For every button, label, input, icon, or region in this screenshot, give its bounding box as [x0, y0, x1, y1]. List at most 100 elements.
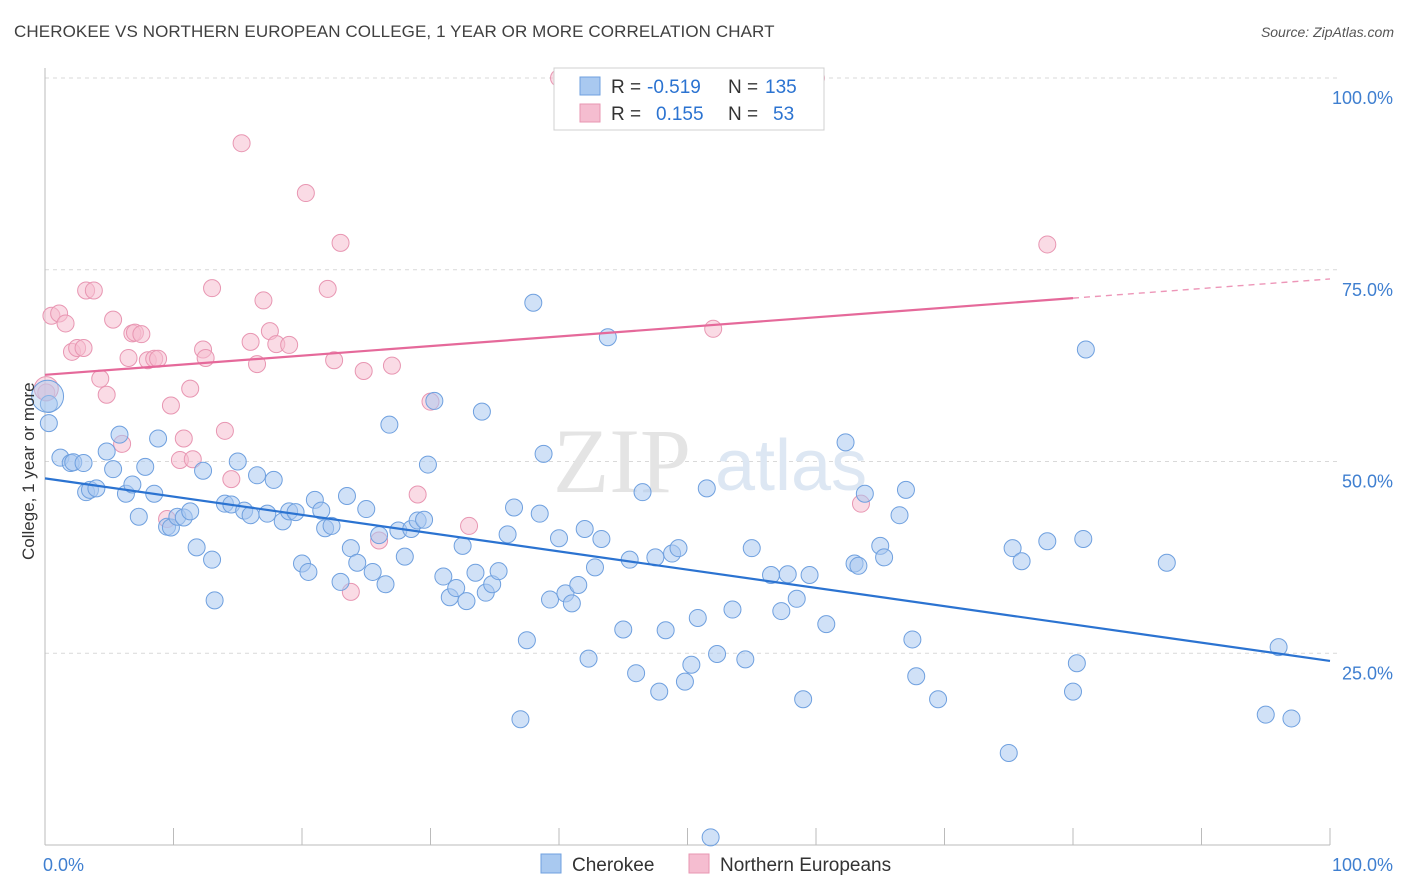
- cherokee-point: [903, 630, 922, 649]
- cherokee-point: [418, 455, 437, 474]
- cherokee-point: [836, 433, 855, 452]
- cherokee-point: [530, 504, 549, 523]
- cherokee-point: [575, 519, 594, 538]
- northern-europeans-point: [97, 385, 116, 404]
- y-tick-label: 50.0%: [1342, 472, 1393, 492]
- cherokee-point: [656, 621, 675, 640]
- cherokee-point: [181, 502, 200, 521]
- bottom-legend-label-northern-europeans: Northern Europeans: [720, 855, 891, 876]
- cherokee-point: [650, 682, 669, 701]
- legend-n-label: N =: [728, 77, 758, 98]
- cherokee-point: [248, 466, 267, 485]
- cherokee-points: [31, 293, 1301, 847]
- cherokee-point: [541, 590, 560, 609]
- cherokee-point: [299, 562, 318, 581]
- cherokee-point: [534, 444, 553, 463]
- cherokee-point: [1269, 638, 1288, 657]
- cherokee-point: [129, 507, 148, 526]
- cherokee-trend-line: [44, 477, 1331, 663]
- cherokee-point: [453, 536, 472, 555]
- northern-europeans-point: [222, 470, 241, 489]
- cherokee-point: [312, 501, 331, 520]
- cherokee-point: [550, 529, 568, 548]
- northern-europeans-point: [91, 369, 110, 388]
- cherokee-point: [505, 498, 524, 517]
- northern-europeans-point: [318, 279, 337, 298]
- cherokee-point: [794, 690, 813, 709]
- cherokee-point: [258, 504, 277, 523]
- cherokee-point: [434, 567, 453, 586]
- cherokee-point: [457, 592, 476, 611]
- northern-europeans-point: [296, 184, 315, 203]
- legend-r-label: R =: [611, 77, 641, 98]
- y-tick-label: 25.0%: [1342, 663, 1393, 683]
- cherokee-point: [787, 589, 806, 608]
- northern-europeans-point: [325, 351, 344, 370]
- y-axis-label: College, 1 year or more: [19, 382, 38, 560]
- bottom-legend-swatch-northern-europeans: [688, 853, 710, 874]
- cherokee-point: [376, 575, 395, 594]
- cherokee-point: [633, 483, 652, 502]
- x-tick-label: 0.0%: [43, 855, 84, 875]
- cherokee-point: [203, 550, 222, 569]
- cherokee-point: [688, 608, 707, 627]
- cherokee-point: [466, 563, 485, 582]
- cherokee-point: [855, 484, 874, 503]
- cherokee-point: [517, 631, 536, 650]
- cherokee-point: [331, 572, 350, 591]
- y-tick-label: 75.0%: [1342, 280, 1393, 300]
- northern-europeans-point: [254, 291, 273, 310]
- cherokee-point: [723, 600, 742, 619]
- cherokee-point: [39, 414, 58, 433]
- northern-europeans-point: [183, 450, 202, 469]
- cherokee-point: [187, 538, 206, 557]
- cherokee-point: [228, 452, 247, 471]
- northern-europeans-point: [331, 233, 350, 252]
- northern-europeans-point: [232, 134, 251, 153]
- cherokee-point: [87, 479, 106, 498]
- cherokee-point: [849, 556, 868, 575]
- cherokee-point: [592, 529, 611, 548]
- chart-title: CHEROKEE VS NORTHERN EUROPEAN COLLEGE, 1…: [14, 22, 775, 41]
- y-tick-labels: 100.0% 75.0% 50.0% 25.0%: [1332, 88, 1393, 683]
- bottom-legend-swatch-cherokee: [540, 853, 562, 874]
- northern-europeans-trend-extension: [1072, 278, 1331, 299]
- northern-europeans-point: [704, 319, 723, 338]
- northern-europeans-point: [161, 396, 180, 415]
- bottom-legend-label-cherokee: Cherokee: [572, 855, 654, 876]
- cherokee-point: [736, 650, 755, 669]
- cherokee-point: [1157, 553, 1176, 572]
- northern-europeans-point: [241, 332, 260, 351]
- northern-europeans-point: [119, 348, 138, 367]
- cherokee-point: [110, 425, 129, 444]
- northern-europeans-point: [1038, 235, 1057, 254]
- cherokee-point: [357, 500, 376, 519]
- legend-r-value-northern-europeans: 0.155: [656, 104, 704, 125]
- legend: R = -0.519 N = 135 R = 0.155 N = 53: [553, 67, 825, 131]
- legend-swatch-cherokee: [579, 76, 601, 96]
- trend-lines: [44, 278, 1331, 663]
- cherokee-point: [701, 828, 720, 847]
- cherokee-point: [363, 562, 382, 581]
- northern-europeans-point: [382, 356, 401, 375]
- cherokee-point: [489, 562, 508, 581]
- cherokee-point: [1256, 705, 1275, 724]
- cherokee-point: [1012, 552, 1031, 571]
- cherokee-point: [697, 479, 716, 498]
- legend-n-label: N =: [728, 104, 758, 125]
- cherokee-point: [395, 547, 414, 566]
- cherokee-point: [614, 620, 633, 639]
- cherokee-point: [136, 457, 155, 476]
- watermark-zip: ZIP: [553, 410, 691, 512]
- northern-europeans-point: [354, 361, 373, 380]
- cherokee-point: [123, 475, 142, 494]
- cherokee-point: [778, 565, 797, 584]
- cherokee-point: [205, 591, 224, 610]
- x-tick-labels: 0.0% 100.0%: [43, 855, 1393, 875]
- legend-row-cherokee: R = -0.519 N = 135: [579, 76, 797, 98]
- cherokee-point: [1282, 709, 1301, 728]
- northern-europeans-point: [84, 281, 103, 300]
- cherokee-point: [498, 525, 517, 544]
- northern-europeans-point: [215, 421, 234, 440]
